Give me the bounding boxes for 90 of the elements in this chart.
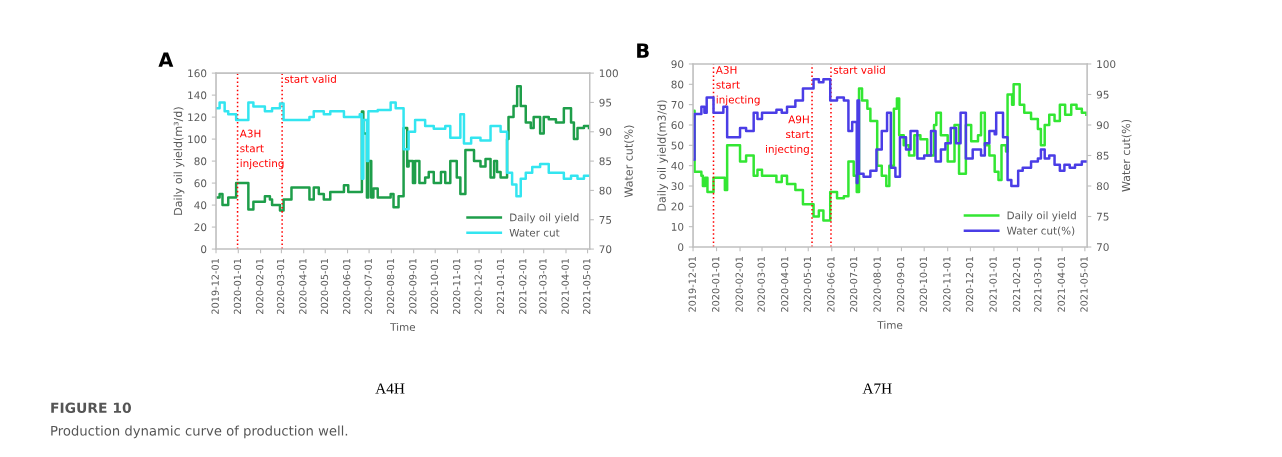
y-axis-title: Daily oil yield(m3/d) [657,100,668,211]
x-tick-label: 2020-07-01 [364,258,372,314]
y2-tick-label: 80 [1096,182,1109,191]
x-tick-label: 2020-01-01 [712,256,720,312]
x-tick-label: 2020-10-01 [430,258,439,314]
x-tick-label: 2019-12-01 [211,258,219,314]
x-axis-title: Time [390,322,416,331]
x-tick-label: 2020-06-01 [827,256,835,312]
y-tick-label: 140 [188,91,207,100]
y-tick-label: 80 [671,80,684,89]
y-tick-label: 0 [678,243,684,252]
y2-tick-label: 95 [599,98,612,107]
y-tick-label: 100 [188,135,207,144]
y2-tick-label: 75 [599,216,612,224]
x-tick-label: 2021-03-01 [1034,256,1042,312]
caption: FIGURE 10 [51,402,132,414]
x-tick-label: 2021-04-01 [1057,256,1065,312]
x-tick-label: 2021-01-01 [989,256,997,312]
y2-tick-label: 90 [1096,121,1109,130]
chart-title: A [158,52,174,67]
x-tick-label: 2021-02-01 [1012,256,1021,312]
y-tick-label: 90 [671,60,684,69]
ref-line-label: A3H start injecting [239,129,284,170]
x-tick-label: 2021-04-01 [561,258,569,314]
y-tick-label: 10 [671,222,684,231]
y-tick-label: 120 [188,113,207,122]
y2-tick-label: 80 [599,186,612,195]
y-tick-label: 80 [194,157,207,166]
legend-label: Daily oil yield [1007,211,1076,222]
y2-tick-label: 100 [599,69,618,78]
x-tick-label: 2020-09-01 [896,256,905,312]
y2-tick-label: 85 [1096,151,1109,160]
y-tick-label: 60 [194,179,207,188]
x-tick-label: 2020-05-01 [803,256,812,312]
y-tick-label: 50 [671,141,684,150]
y-tick-label: 40 [194,201,207,210]
y-axis-title: Daily oil yield(m³/d) [173,107,185,215]
y2-axis-title: Water cut(%) [624,125,635,198]
x-tick-label: 2020-04-01 [780,256,789,312]
x-tick-label: 2020-01-01 [233,258,242,314]
x-tick-label: 2020-02-01 [256,258,264,314]
text: A4H [375,383,405,394]
legend-label: Water cut [509,228,560,237]
y2-tick-label: 85 [599,157,612,166]
x-tick-label: 2021-05-01 [583,258,591,314]
x-tick-label: 2021-03-01 [539,258,547,314]
x-tick-label: 2021-05-01 [1080,256,1088,312]
y-tick-label: 60 [671,121,684,130]
x-tick-label: 2020-05-01 [320,258,329,314]
x-tick-label: 2020-03-01 [276,258,285,314]
text: A7H [862,383,892,394]
legend-label: Daily oil yield [510,213,579,224]
x-tick-label: 2020-06-01 [343,258,351,314]
y-tick-label: 30 [671,182,684,191]
y-tick-label: 70 [671,100,684,109]
y2-tick-label: 70 [599,245,612,254]
x-tick-label: 2020-03-01 [757,256,765,312]
ref-line-label: start valid [833,65,885,74]
x-tick-label: 2020-12-01 [965,256,974,312]
x-tick-label: 2020-08-01 [386,258,395,314]
y2-axis-title: Water cut(%) [1121,119,1132,192]
y2-tick-label: 70 [1097,243,1109,252]
x-tick-label: 2020-08-01 [873,256,881,312]
x-tick-label: 2020-07-01 [849,256,858,312]
y2-tick-label: 95 [1096,90,1109,99]
y2-tick-label: 90 [599,127,612,136]
text: Production dynamic curve of production well. [51,425,348,439]
x-tick-label: 2020-09-01 [409,258,417,314]
chart-title: B [637,43,649,58]
x-tick-label: 2020-11-01 [943,256,951,312]
x-tick-label: 2020-10-01 [919,256,928,312]
x-tick-label: 2020-02-01 [735,256,743,312]
legend-label: Water cut(%) [1006,226,1075,236]
x-tick-label: 2021-02-01 [519,258,527,314]
x-axis-title: Time [877,320,903,329]
y-tick-label: 20 [194,223,207,232]
ref-line-label: start valid [284,74,336,83]
y-tick-label: 160 [188,69,207,78]
ref-line-label: A9H start injecting [766,115,810,155]
x-tick-label: 2021-01-01 [496,258,505,314]
x-tick-label: 2020-12-01 [474,258,482,314]
y-tick-label: 20 [671,202,684,211]
x-tick-label: 2019-12-01 [688,256,696,312]
ref-line-label: A3H start injecting [715,65,760,106]
y2-tick-label: 100 [1097,60,1116,69]
y-tick-label: 40 [671,161,684,170]
y-tick-label: 0 [201,245,207,254]
x-tick-label: 2020-04-01 [299,258,307,314]
y2-tick-label: 75 [1097,212,1109,221]
x-tick-label: 2020-11-01 [452,258,461,314]
